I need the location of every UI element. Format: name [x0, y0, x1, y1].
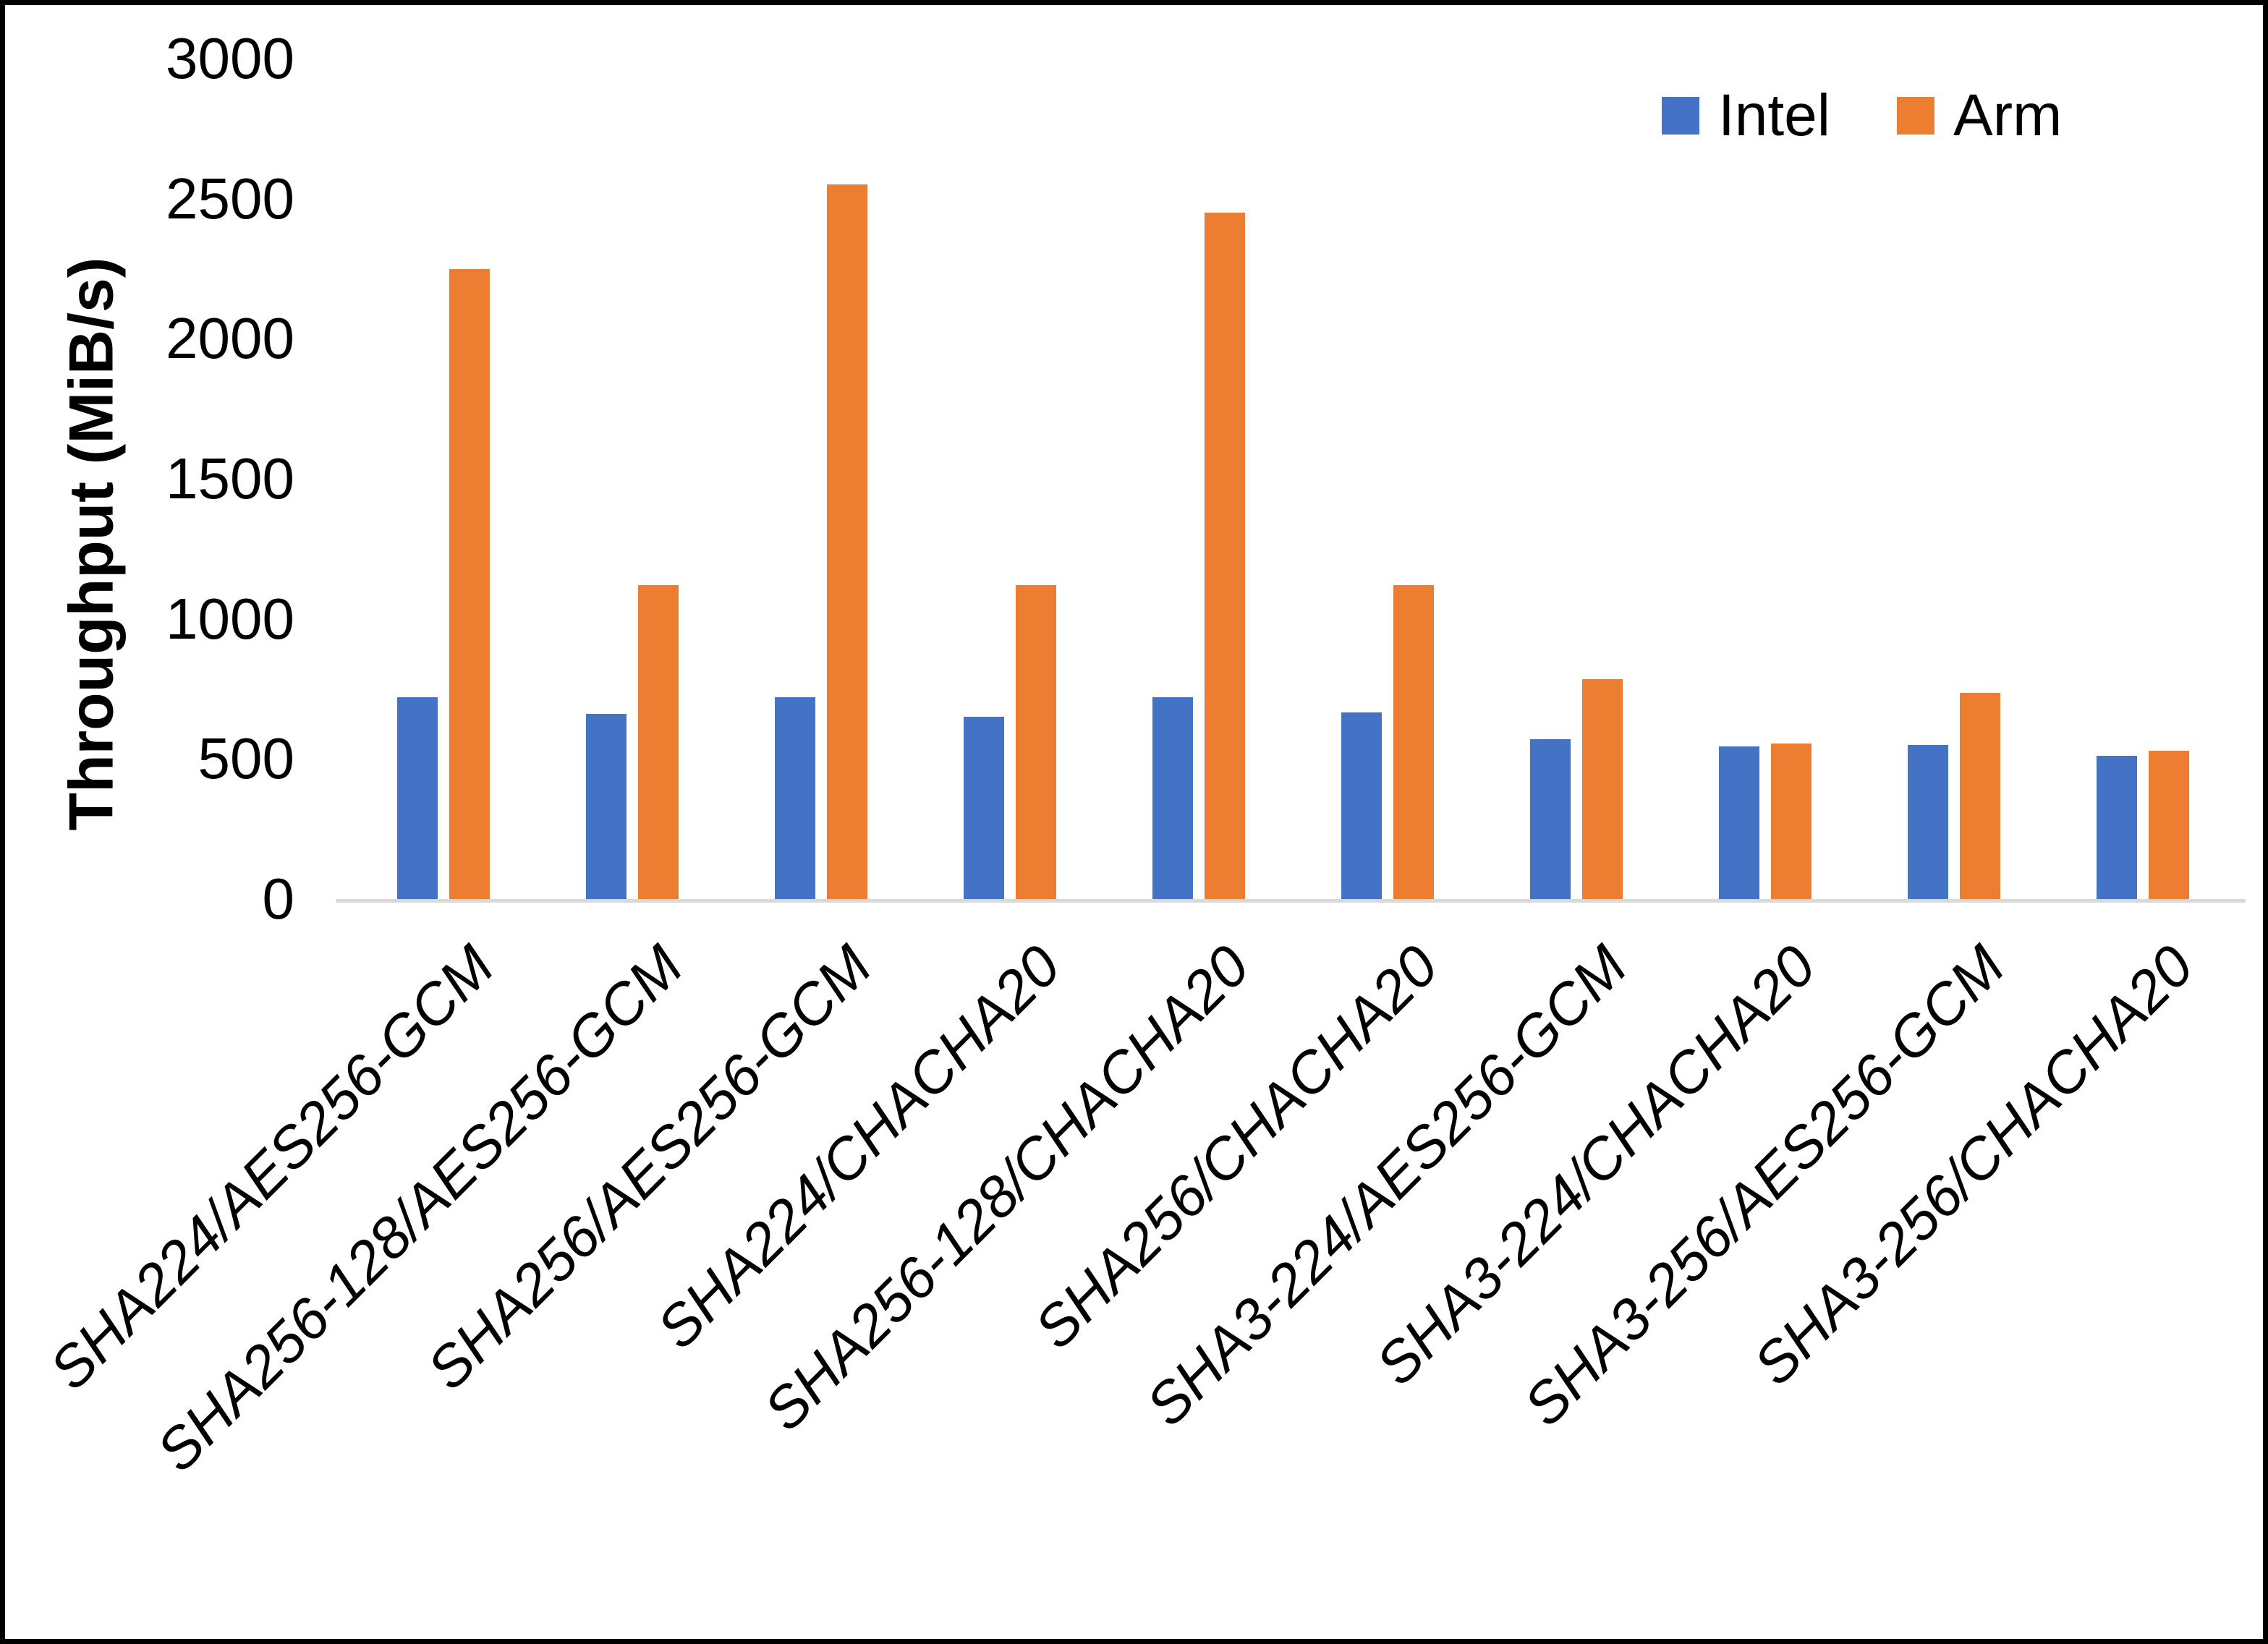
bar-intel-7	[1719, 746, 1759, 899]
bar-arm-2	[827, 184, 867, 899]
legend-swatch-arm-icon	[1897, 97, 1934, 135]
bar-intel-0	[397, 697, 438, 899]
bar-intel-9	[2097, 756, 2137, 899]
bar-intel-5	[1341, 712, 1382, 899]
y-tick-label: 500	[198, 726, 294, 791]
bar-intel-4	[1152, 697, 1193, 899]
y-tick-label: 3000	[166, 26, 294, 90]
bar-arm-3	[1016, 585, 1056, 899]
legend-label-intel: Intel	[1718, 82, 1830, 148]
bar-intel-2	[775, 697, 815, 899]
y-tick-label: 1500	[166, 446, 294, 511]
y-tick-label: 2000	[166, 306, 294, 371]
bar-arm-6	[1582, 679, 1623, 899]
bar-intel-6	[1530, 739, 1571, 899]
x-axis-line	[336, 899, 2246, 903]
bar-intel-1	[586, 714, 627, 899]
legend: Intel Arm	[1662, 86, 2062, 145]
bar-arm-9	[2149, 751, 2189, 899]
y-tick-label: 0	[262, 866, 295, 931]
legend-label-arm: Arm	[1953, 82, 2063, 148]
legend-item-arm: Arm	[1897, 86, 2062, 145]
bar-arm-5	[1393, 585, 1434, 899]
y-tick-label: 2500	[166, 166, 294, 231]
bar-arm-0	[449, 269, 490, 899]
bar-arm-8	[1960, 693, 2000, 899]
bar-intel-3	[964, 717, 1004, 899]
bar-intel-8	[1908, 745, 1948, 899]
bar-arm-7	[1771, 744, 1812, 899]
bar-arm-4	[1205, 213, 1245, 899]
y-tick-label: 1000	[166, 586, 294, 651]
legend-swatch-intel-icon	[1662, 97, 1699, 135]
legend-item-intel: Intel	[1662, 86, 1830, 145]
bar-arm-1	[638, 585, 679, 899]
